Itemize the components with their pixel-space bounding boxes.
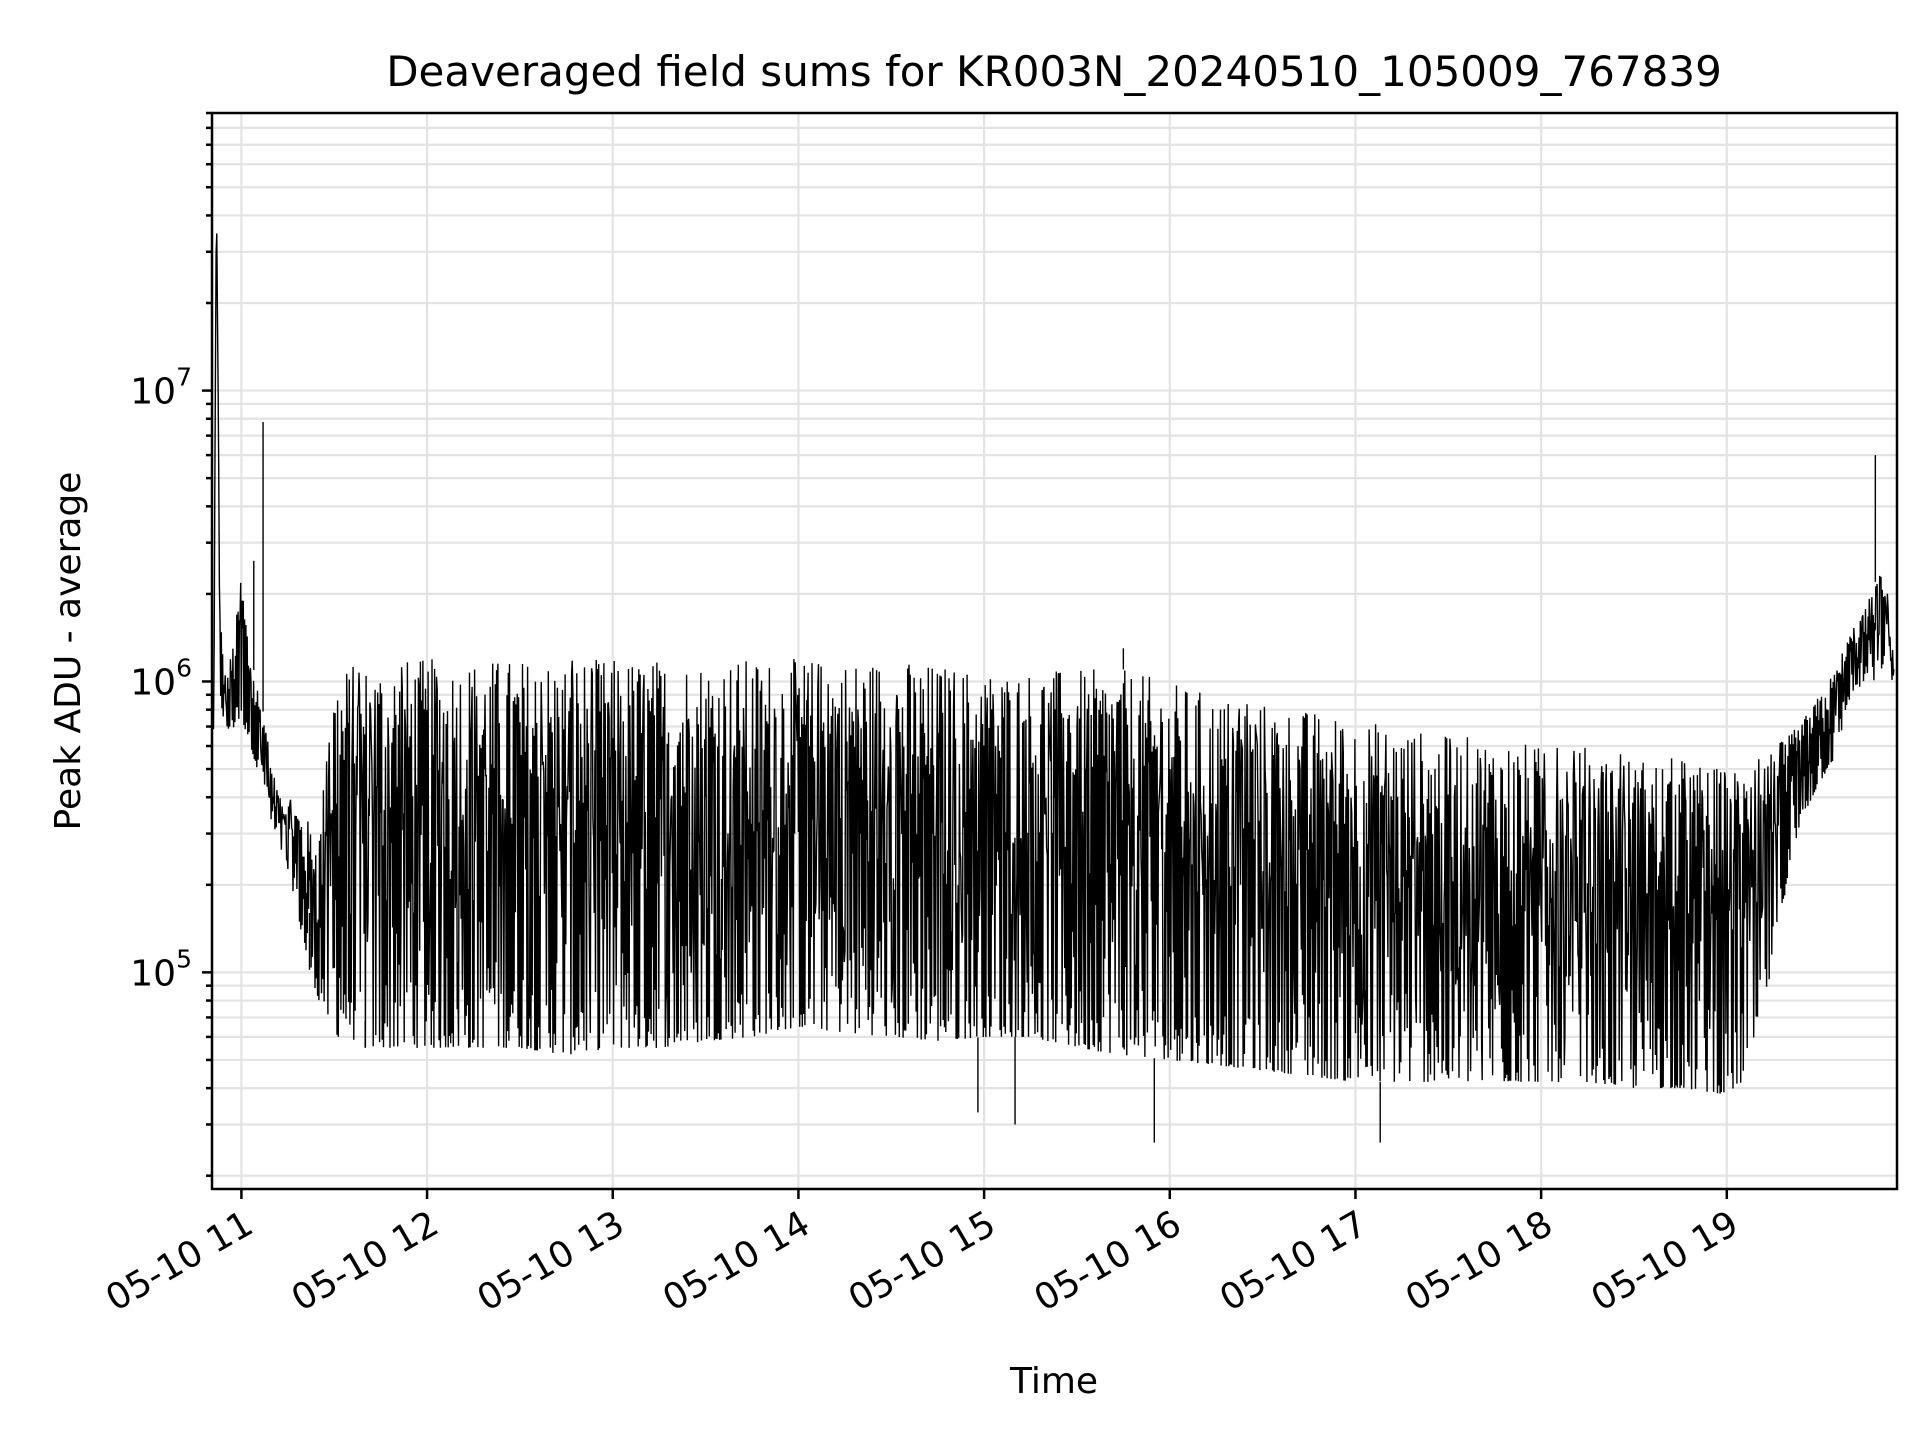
x-tick-label: 05-10 18 bbox=[1399, 1203, 1560, 1319]
y-tick-label: 106 bbox=[130, 653, 192, 703]
y-tick-base: 10 bbox=[130, 953, 176, 994]
series-line bbox=[212, 233, 1895, 1094]
y-tick-label: 107 bbox=[130, 363, 192, 413]
x-tick-label: 05-10 13 bbox=[471, 1203, 632, 1319]
x-tick-label: 05-10 15 bbox=[842, 1203, 1003, 1319]
y-axis-label: Peak ADU - average bbox=[48, 472, 89, 831]
y-tick-exponent: 5 bbox=[176, 944, 192, 973]
y-tick-label: 105 bbox=[130, 944, 192, 994]
series-group bbox=[212, 233, 1895, 1143]
x-tick-label: 05-10 14 bbox=[656, 1203, 817, 1319]
y-tick-base: 10 bbox=[130, 372, 176, 413]
x-tick-label: 05-10 12 bbox=[285, 1203, 446, 1319]
x-tick-label: 05-10 16 bbox=[1028, 1203, 1189, 1319]
x-axis-label: Time bbox=[1009, 1361, 1098, 1402]
y-tick-exponent: 6 bbox=[176, 653, 192, 682]
x-tick-label: 05-10 19 bbox=[1585, 1203, 1746, 1319]
chart-title: Deaveraged field sums for KR003N_2024051… bbox=[386, 47, 1722, 96]
x-tick-label: 05-10 17 bbox=[1213, 1203, 1374, 1319]
plot-frame bbox=[210, 111, 1899, 1191]
x-tick-label: 05-10 11 bbox=[99, 1203, 260, 1319]
y-tick-base: 10 bbox=[130, 662, 176, 703]
y-tick-exponent: 7 bbox=[176, 363, 192, 392]
